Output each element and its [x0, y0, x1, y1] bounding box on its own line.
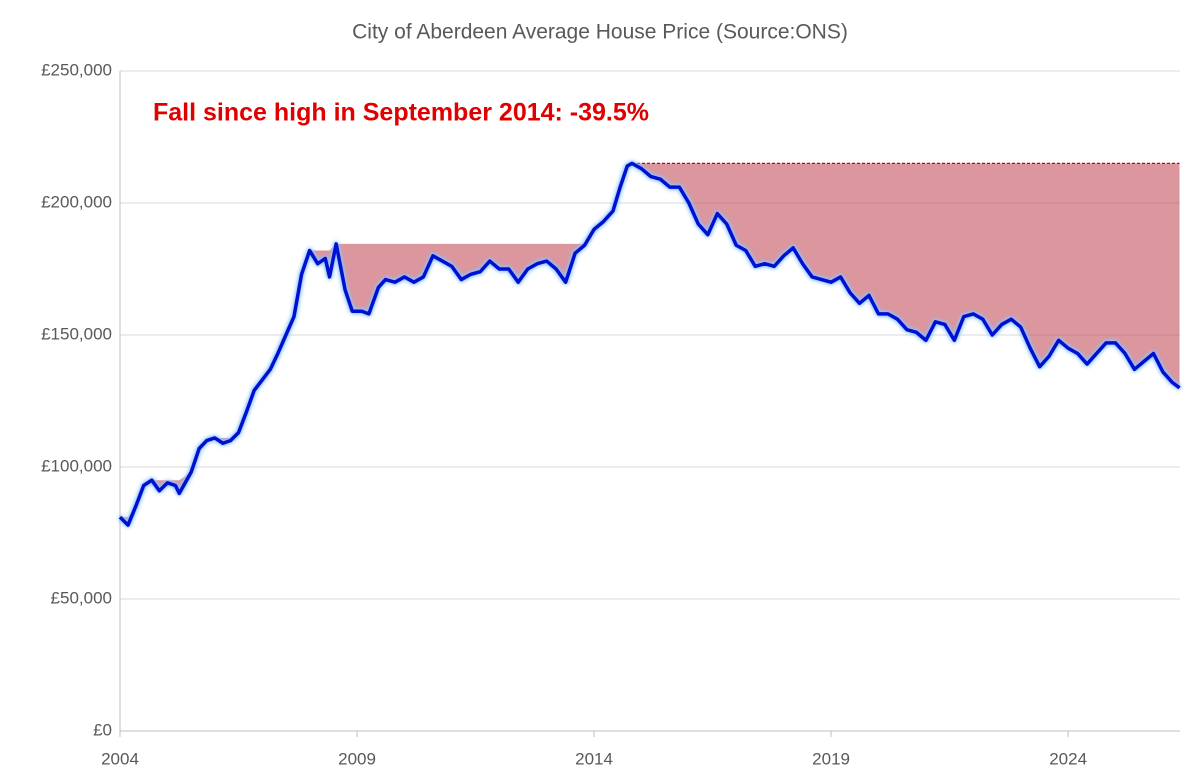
x-tick-label: 2024 — [1049, 749, 1087, 768]
y-tick-label: £200,000 — [41, 192, 112, 211]
y-tick-label: £150,000 — [41, 324, 112, 343]
x-tick-label: 2019 — [812, 749, 850, 768]
chart-title: City of Aberdeen Average House Price (So… — [352, 21, 848, 44]
x-tick-label: 2014 — [575, 749, 613, 768]
y-tick-label: £100,000 — [41, 456, 112, 475]
y-tick-label: £50,000 — [51, 588, 112, 607]
drawdown-area — [120, 163, 1180, 526]
price-line — [118, 161, 1181, 527]
y-tick-label: £0 — [93, 720, 112, 739]
x-tick-label: 2009 — [338, 749, 376, 768]
y-tick-label: £250,000 — [41, 60, 112, 79]
annotation: Fall since high in September 2014: -39.5… — [153, 99, 649, 127]
x-tick-label: 2004 — [101, 749, 139, 768]
